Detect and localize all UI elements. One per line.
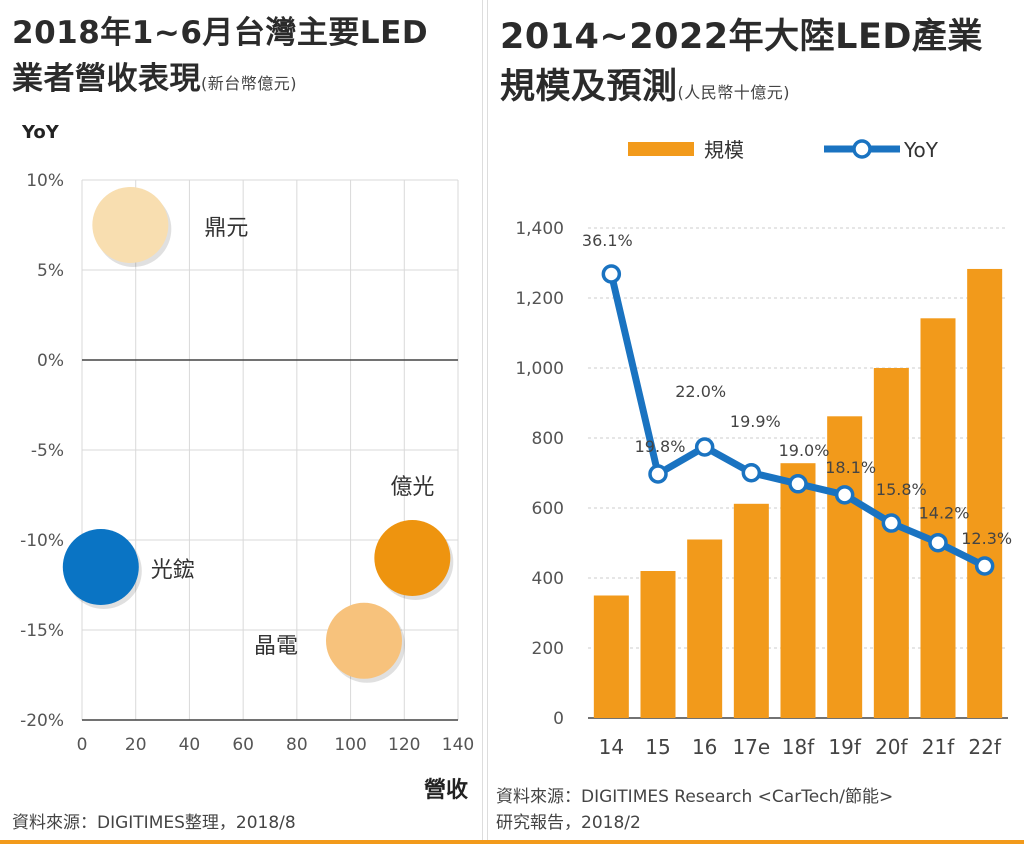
bottom-accent-rule xyxy=(0,840,1024,844)
right-source-line1: 資料來源：DIGITIMES Research <CarTech/節能> xyxy=(496,787,894,807)
yoy-marker xyxy=(601,264,622,284)
scatter-x-tick-label: 40 xyxy=(179,735,201,755)
panel-divider xyxy=(482,0,488,844)
bar-x-tick-label: 17e xyxy=(732,735,770,759)
yoy-data-label: 14.2% xyxy=(919,504,970,523)
bar-y-tick-label: 200 xyxy=(532,639,564,659)
bar-14 xyxy=(593,595,629,718)
bar-y-tick-label: 400 xyxy=(532,569,564,589)
bar-x-tick-label: 20f xyxy=(875,735,908,759)
yoy-marker xyxy=(928,532,948,553)
scatter-x-tick-label: 120 xyxy=(388,735,420,755)
bubble-point xyxy=(326,602,402,679)
bar-21f xyxy=(920,318,956,718)
scatter-y-tick-label: 0% xyxy=(37,351,64,371)
right-unit-label: (人民幣十億元) xyxy=(677,83,791,102)
right-title-line2: 規模及預測 xyxy=(500,67,678,107)
scatter-y-tick-label: -5% xyxy=(31,441,64,461)
bar-x-tick-label: 14 xyxy=(599,735,624,759)
left-source-note: 資料來源：DIGITIMES整理，2018/8 xyxy=(12,813,296,833)
bar-x-tick-label: 19f xyxy=(828,735,861,759)
yoy-marker xyxy=(881,513,902,533)
bar-16 xyxy=(687,539,723,718)
scatter-y-tick-label: -10% xyxy=(20,531,64,551)
left-unit-label: (新台幣億元) xyxy=(201,74,297,93)
scatter-x-tick-label: 60 xyxy=(232,735,254,755)
yoy-data-label: 22.0% xyxy=(675,382,726,401)
bar-18f xyxy=(780,463,816,718)
legend-swatch-bar xyxy=(628,142,694,156)
bar-x-tick-label: 16 xyxy=(692,735,717,759)
bubble-point xyxy=(374,520,451,596)
yoy-data-label: 19.9% xyxy=(730,412,781,431)
bar-15 xyxy=(640,571,676,718)
bar-y-tick-label: 1,400 xyxy=(515,219,564,239)
bar-x-tick-label: 21f xyxy=(922,735,955,759)
scatter-x-tick-label: 0 xyxy=(77,735,88,755)
scatter-y-tick-label: -20% xyxy=(20,711,64,731)
scatter-x-tick-label: 140 xyxy=(442,735,474,755)
right-chart-panel: 2014~2022年大陸LED產業 規模及預測(人民幣十億元) 0 200 400 6… xyxy=(488,0,1024,844)
bar-y-tick-label: 600 xyxy=(532,499,564,519)
yoy-marker xyxy=(741,463,762,483)
right-source-note: 資料來源：DIGITIMES Research <CarTech/節能> 研究報… xyxy=(496,784,893,836)
scatter-x-tick-label: 100 xyxy=(334,735,366,755)
yoy-data-label: 12.3% xyxy=(961,529,1012,548)
yoy-data-label: 15.8% xyxy=(876,480,927,499)
scatter-x-tick-label: 80 xyxy=(286,735,308,755)
yoy-marker xyxy=(648,464,668,484)
bar-x-tick-label: 18f xyxy=(782,735,815,759)
yoy-data-label: 18.1% xyxy=(825,458,876,477)
yoy-data-label: 19.8% xyxy=(635,437,686,456)
bar-y-tick-label: 0 xyxy=(553,709,564,729)
yoy-marker xyxy=(694,437,715,457)
right-chart-title: 2014~2022年大陸LED產業 規模及預測(人民幣十億元) xyxy=(500,12,983,118)
bar-x-tick-label: 15 xyxy=(645,735,670,759)
bar-22f xyxy=(967,268,1003,718)
left-title-line1: 2018年1~6月台灣主要LED xyxy=(12,15,429,51)
scatter-chart: 10% 5% 0% -5% -10% -15% -20% 0 20 40 60 80 100 120 140… xyxy=(20,122,474,803)
scatter-y-axis-title: YoY xyxy=(21,122,60,143)
bar-y-tick-label: 800 xyxy=(532,429,564,449)
scatter-x-tick-label: 20 xyxy=(125,735,147,755)
bubble-label: 晶電 xyxy=(254,634,298,659)
bar-y-tick-label: 1,200 xyxy=(515,289,564,309)
left-chart-title: 2018年1~6月台灣主要LED 業者營收表現(新台幣億元) xyxy=(12,10,428,107)
scatter-y-tick-label: 5% xyxy=(37,261,64,281)
yoy-data-label: 19.0% xyxy=(779,441,830,460)
legend-label-bar: 規模 xyxy=(704,138,744,162)
left-title-line2: 業者營收表現 xyxy=(12,61,201,97)
bar-19f xyxy=(827,416,863,718)
bar-y-tick-label: 1,000 xyxy=(515,359,564,379)
right-source-line2: 研究報告，2018/2 xyxy=(496,813,641,833)
legend-swatch-marker xyxy=(852,139,872,159)
bar-17e xyxy=(733,503,769,718)
scatter-y-tick-label: -15% xyxy=(20,621,64,641)
yoy-data-label: 36.1% xyxy=(582,231,633,250)
bar-20f xyxy=(873,368,909,718)
right-title-line1: 2014~2022年大陸LED產業 xyxy=(500,17,983,57)
bubble-label: 光鋐 xyxy=(151,558,195,583)
bubble-label: 鼎元 xyxy=(204,216,248,241)
bar-x-tick-label: 22f xyxy=(968,735,1001,759)
scatter-y-tick-label: 10% xyxy=(26,171,64,191)
left-chart-panel: 2018年1~6月台灣主要LED 業者營收表現(新台幣億元) 10% 5% 0% -5… xyxy=(0,0,482,844)
yoy-marker xyxy=(788,474,808,494)
legend-label-line: YoY xyxy=(903,138,939,162)
bar-line-chart: 0 200 400 600 800 1,000 1,200 1,400 14 15 16 17e 18f… xyxy=(515,138,1012,759)
bubble-label: 億光 xyxy=(390,475,434,500)
scatter-x-axis-title: 營收 xyxy=(424,777,468,803)
yoy-marker xyxy=(974,556,995,576)
bubble-point xyxy=(92,187,169,263)
bubble-point xyxy=(62,529,139,605)
yoy-marker xyxy=(834,485,855,505)
